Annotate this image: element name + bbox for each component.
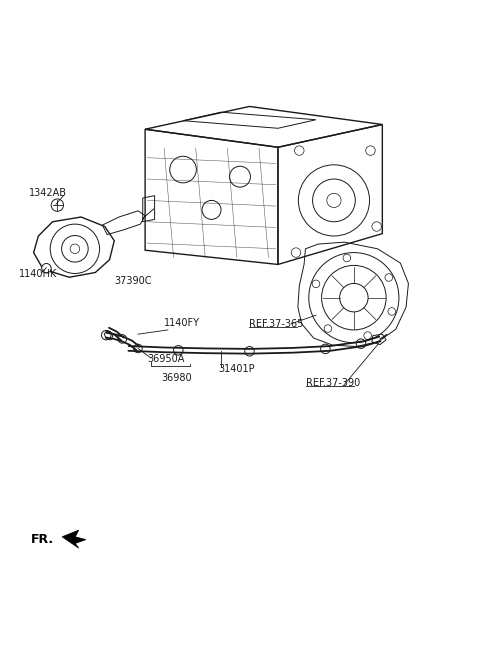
Text: 1342AB: 1342AB xyxy=(29,189,67,198)
Text: FR.: FR. xyxy=(31,533,54,546)
Text: 31401P: 31401P xyxy=(219,364,255,374)
Polygon shape xyxy=(62,530,86,548)
Circle shape xyxy=(51,199,63,212)
Text: REF.37-390: REF.37-390 xyxy=(306,378,360,388)
Text: 36980: 36980 xyxy=(162,373,192,383)
Text: 37390C: 37390C xyxy=(114,276,152,286)
Text: 1140HK: 1140HK xyxy=(19,269,58,279)
Text: REF.37-365: REF.37-365 xyxy=(250,319,304,328)
Circle shape xyxy=(42,263,51,273)
Text: 1140FY: 1140FY xyxy=(164,319,200,328)
Text: 36950A: 36950A xyxy=(147,354,185,365)
